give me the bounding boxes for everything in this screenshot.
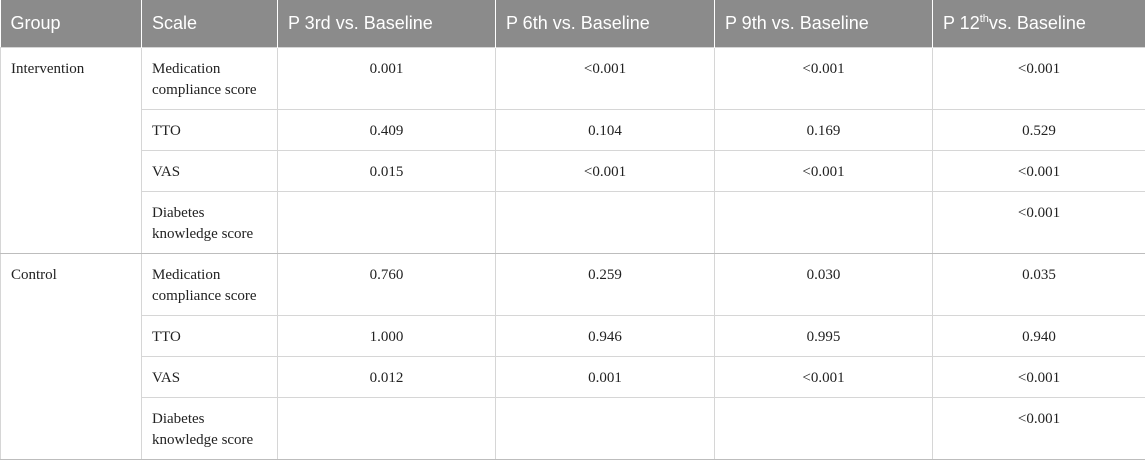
- p9-cell: 0.169: [715, 110, 933, 151]
- p6-cell: [496, 192, 715, 254]
- p3-cell: 1.000: [278, 316, 496, 357]
- p6-cell: <0.001: [496, 151, 715, 192]
- p12-cell: <0.001: [933, 192, 1145, 254]
- p3-cell: 0.760: [278, 254, 496, 316]
- p12-cell: 0.940: [933, 316, 1145, 357]
- p3-cell: [278, 192, 496, 254]
- table-row: Control Medication compliance score 0.76…: [1, 254, 1145, 316]
- p6-cell: 0.104: [496, 110, 715, 151]
- table-row: Diabetes knowledge score <0.001: [1, 192, 1145, 254]
- header-group: Group: [1, 0, 142, 48]
- scale-cell: Diabetes knowledge score: [142, 192, 278, 254]
- p9-cell: 0.995: [715, 316, 933, 357]
- header-scale: Scale: [142, 0, 278, 48]
- p6-cell: 0.001: [496, 357, 715, 398]
- scale-cell: VAS: [142, 151, 278, 192]
- header-p6: P 6th vs. Baseline: [496, 0, 715, 48]
- table-row: TTO 0.409 0.104 0.169 0.529: [1, 110, 1145, 151]
- p6-cell: [496, 398, 715, 460]
- p6-cell: 0.946: [496, 316, 715, 357]
- p9-cell: <0.001: [715, 357, 933, 398]
- header-row: Group Scale P 3rd vs. Baseline P 6th vs.…: [1, 0, 1145, 48]
- p12-cell: <0.001: [933, 151, 1145, 192]
- table-row: TTO 1.000 0.946 0.995 0.940: [1, 316, 1145, 357]
- header-p12-tail: vs. Baseline: [989, 13, 1086, 33]
- header-p12-sup: th: [980, 13, 989, 25]
- p12-cell: 0.529: [933, 110, 1145, 151]
- scale-cell: Medication compliance score: [142, 254, 278, 316]
- scale-cell: TTO: [142, 110, 278, 151]
- p9-cell: [715, 398, 933, 460]
- table-row: Intervention Medication compliance score…: [1, 48, 1145, 110]
- p9-cell: <0.001: [715, 48, 933, 110]
- p12-cell: <0.001: [933, 398, 1145, 460]
- table-row: VAS 0.012 0.001 <0.001 <0.001: [1, 357, 1145, 398]
- header-p12-main: P 12: [943, 13, 980, 33]
- group-cell: Control: [1, 254, 142, 460]
- scale-cell: TTO: [142, 316, 278, 357]
- p12-cell: 0.035: [933, 254, 1145, 316]
- header-p3: P 3rd vs. Baseline: [278, 0, 496, 48]
- p9-cell: [715, 192, 933, 254]
- p3-cell: 0.012: [278, 357, 496, 398]
- p12-cell: <0.001: [933, 357, 1145, 398]
- table-row: VAS 0.015 <0.001 <0.001 <0.001: [1, 151, 1145, 192]
- p6-cell: 0.259: [496, 254, 715, 316]
- scale-cell: Medication compliance score: [142, 48, 278, 110]
- p3-cell: 0.001: [278, 48, 496, 110]
- scale-cell: VAS: [142, 357, 278, 398]
- p3-cell: 0.015: [278, 151, 496, 192]
- header-p12: P 12thvs. Baseline: [933, 0, 1145, 48]
- p3-cell: 0.409: [278, 110, 496, 151]
- scale-cell: Diabetes knowledge score: [142, 398, 278, 460]
- p9-cell: <0.001: [715, 151, 933, 192]
- header-p9: P 9th vs. Baseline: [715, 0, 933, 48]
- p6-cell: <0.001: [496, 48, 715, 110]
- p3-cell: [278, 398, 496, 460]
- p12-cell: <0.001: [933, 48, 1145, 110]
- p9-cell: 0.030: [715, 254, 933, 316]
- group-cell: Intervention: [1, 48, 142, 254]
- table-row: Diabetes knowledge score <0.001: [1, 398, 1145, 460]
